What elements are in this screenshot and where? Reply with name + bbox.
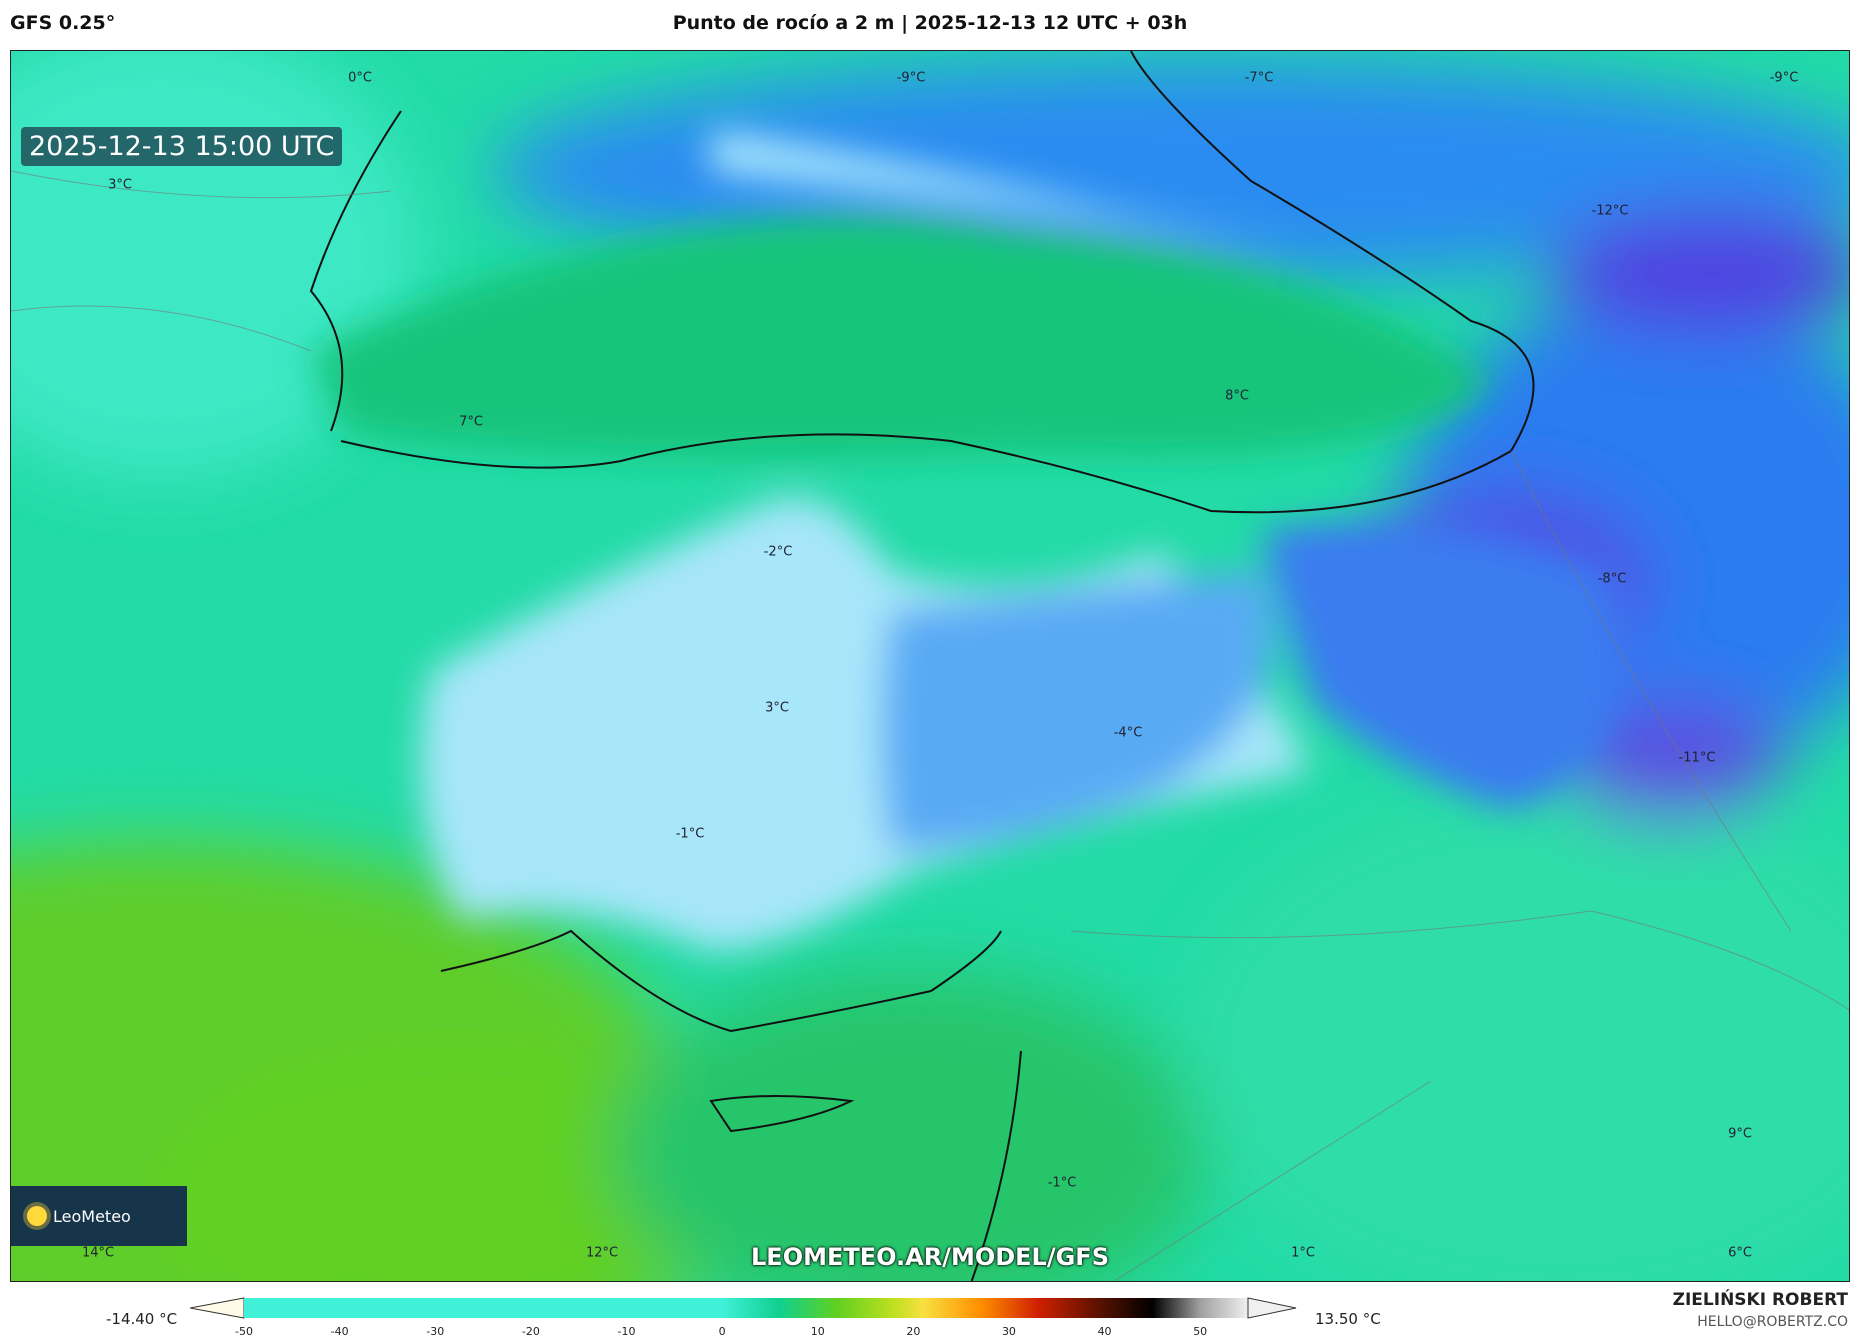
borders [11, 170, 1849, 1281]
colorbar-tick: 0 [718, 1325, 726, 1338]
dewpoint-map[interactable]: 2025-12-13 15:00 UTC 0°C -9°C -7°C -9°C 3°C -… [10, 50, 1850, 1282]
model-name: GFS 0.25° [10, 12, 116, 34]
colorbar-min: -14.40 °C [106, 1310, 178, 1328]
coastlines [309, 51, 1535, 1281]
contour-label: -11°C [1678, 750, 1716, 766]
contour-label: -1°C [1047, 1175, 1077, 1191]
colorbar-tick: 20 [906, 1325, 921, 1338]
author-email[interactable]: HELLO@ROBERTZ.CO [1697, 1314, 1848, 1330]
colorbar-tick: -10 [617, 1325, 636, 1338]
colorbar-tick: 10 [810, 1325, 825, 1338]
watermark-url: LEOMETEO.AR/MODEL/GFS [751, 1243, 1109, 1271]
colorbar-tick: 50 [1193, 1325, 1208, 1338]
contour-label: -12°C [1591, 203, 1629, 219]
contour-label: 14°C [81, 1245, 115, 1261]
colorbar-tick: -20 [521, 1325, 540, 1338]
colorbar [190, 1297, 1297, 1319]
logo-text: LeoMeteo [53, 1206, 131, 1226]
colorbar-tick: -30 [426, 1325, 445, 1338]
contour-label: 7°C [459, 414, 483, 430]
contour-label: 1°C [1291, 1245, 1315, 1261]
contour-label: 3°C [108, 177, 132, 193]
dewpoint-field [11, 51, 1849, 1281]
valid-time-badge: 2025-12-13 15:00 UTC [21, 127, 343, 166]
colorbar-tick: -40 [330, 1325, 349, 1338]
contour-label: -8°C [1597, 571, 1627, 587]
author-name: ZIELIŃSKI ROBERT [1672, 1290, 1848, 1310]
colorbar-max: 13.50 °C [1315, 1310, 1381, 1328]
colorbar-tick: 30 [1001, 1325, 1016, 1338]
contour-label: -2°C [763, 544, 793, 560]
sun-icon [27, 1206, 47, 1226]
contour-label: -4°C [1113, 725, 1143, 741]
leometeo-logo: LeoMeteo [11, 1186, 187, 1246]
contour-label: 3°C [765, 700, 789, 716]
contour-label: -7°C [1244, 70, 1274, 86]
contour-label: -9°C [1769, 70, 1799, 86]
contour-label: 8°C [1225, 388, 1249, 404]
contour-label: 6°C [1728, 1245, 1752, 1261]
colorbar-tick: -50 [235, 1325, 253, 1338]
contour-label: 12°C [585, 1245, 619, 1261]
contour-label: -1°C [675, 826, 705, 842]
colorbar-tick: 40 [1097, 1325, 1112, 1338]
contour-label: -9°C [896, 70, 926, 86]
contour-label: 9°C [1728, 1126, 1752, 1142]
map-title: Punto de rocío a 2 m | 2025-12-13 12 UTC… [672, 12, 1188, 34]
contour-label: 0°C [348, 70, 372, 86]
